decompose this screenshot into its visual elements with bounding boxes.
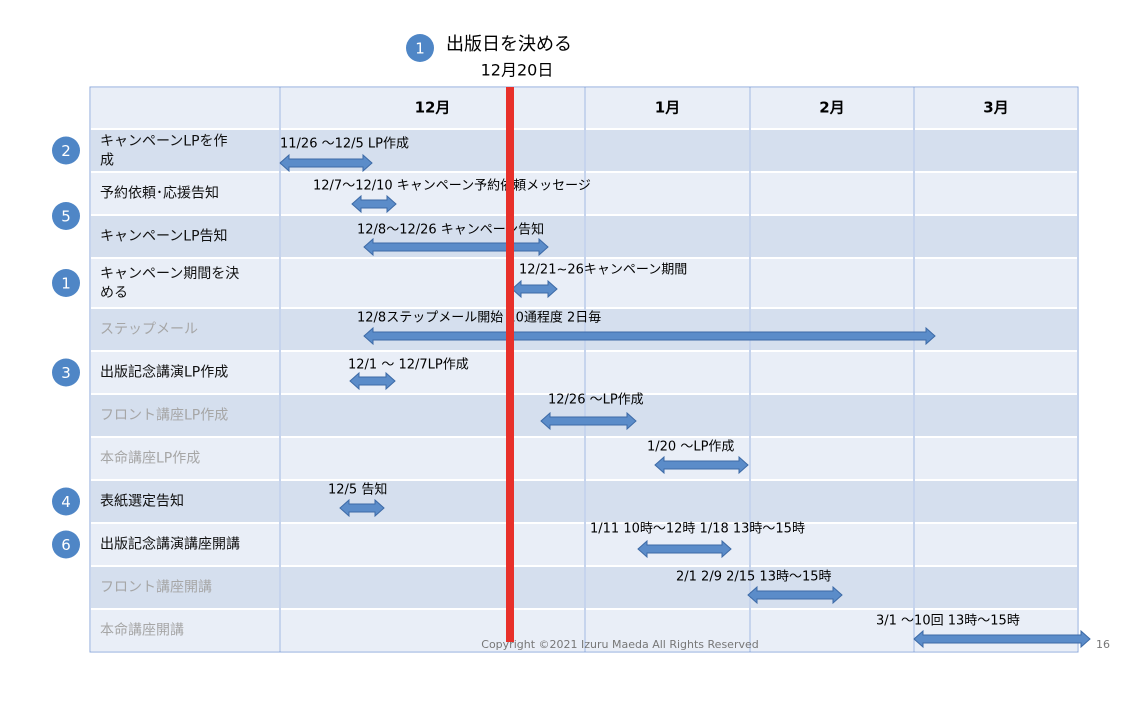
- arrow: [747, 585, 843, 605]
- badge-text: 3: [61, 364, 71, 382]
- row-label: 本命講座開講: [100, 622, 184, 639]
- title: 出版日を決める: [446, 34, 572, 55]
- column-header: 2月: [819, 99, 844, 117]
- note: 12/1 〜 12/7LP作成: [348, 358, 469, 373]
- badge: [52, 358, 80, 387]
- row-label: 出版記念講演講座開講: [100, 536, 240, 553]
- badge-text: 6: [61, 536, 71, 554]
- row-label-line: キャンペーン期間を決: [100, 266, 239, 282]
- note: 12/5 告知: [328, 482, 387, 498]
- row-label: フロント講座LP作成: [100, 408, 228, 424]
- row-label: キャンペーンLPを作成: [100, 134, 228, 169]
- note: 12/21~26キャンペーン期間: [519, 263, 687, 278]
- note: 1/11 10時〜12時 1/18 13時〜15時: [590, 522, 805, 537]
- arrow: [913, 629, 1091, 649]
- badge-text: 5: [61, 208, 71, 226]
- badge: [52, 269, 80, 297]
- note: 12/8ステップメール開始 10通程度 2日毎: [357, 310, 601, 326]
- arrow: [351, 194, 397, 214]
- badge-text: 4: [61, 493, 71, 511]
- note: 2/1 2/9 2/15 13時〜15時: [676, 570, 832, 585]
- badge: [52, 487, 80, 516]
- row-label: フロント講座開講: [100, 580, 212, 596]
- note: 1/20 〜LP作成: [647, 440, 734, 455]
- badge-text: 1: [61, 275, 71, 293]
- note: 12/26 〜LP作成: [548, 393, 644, 408]
- badge-text: 2: [61, 142, 71, 160]
- row-label-line: キャンペーンLPを作: [100, 134, 228, 150]
- column-header: 3月: [983, 99, 1008, 117]
- row-label: 表紙選定告知: [100, 493, 184, 510]
- page-number: 16: [1096, 638, 1110, 651]
- arrow: [511, 279, 558, 299]
- row-label: ステップメール: [100, 322, 198, 338]
- arrow: [349, 371, 396, 391]
- arrow: [637, 539, 732, 559]
- badge: [52, 530, 80, 559]
- badge-text: 1: [415, 40, 425, 58]
- note: 12/8〜12/26 キャンペーン告知: [357, 222, 544, 238]
- row-label: 予約依頼･応援告知: [100, 185, 219, 202]
- date-line: [506, 87, 514, 642]
- copyright: Copyright ©2021 Izuru Maeda All Rights R…: [481, 638, 758, 651]
- row-label-line: 成: [100, 153, 114, 169]
- note: 11/26 〜12/5 LP作成: [280, 137, 409, 152]
- row-label: キャンペーンLP告知: [100, 228, 228, 245]
- column-header: 1月: [655, 99, 680, 117]
- row-label: キャンペーン期間を決める: [100, 266, 239, 301]
- row-label: 本命講座LP作成: [100, 450, 200, 467]
- row-label-line: める: [100, 285, 128, 301]
- badge: [52, 136, 80, 165]
- badge: [406, 34, 434, 62]
- arrow: [279, 153, 373, 173]
- badge: [52, 202, 80, 230]
- arrow: [339, 498, 385, 518]
- arrow: [363, 237, 549, 257]
- note: 3/1 〜10回 13時〜15時: [876, 614, 1020, 629]
- date: 12月20日: [481, 61, 554, 80]
- note: 12/7〜12/10 キャンペーン予約依頼メッセージ: [313, 179, 591, 194]
- arrow: [540, 411, 637, 431]
- column-header: 12月: [415, 99, 451, 117]
- row-label: 出版記念講演LP作成: [100, 364, 228, 381]
- arrow: [654, 455, 749, 475]
